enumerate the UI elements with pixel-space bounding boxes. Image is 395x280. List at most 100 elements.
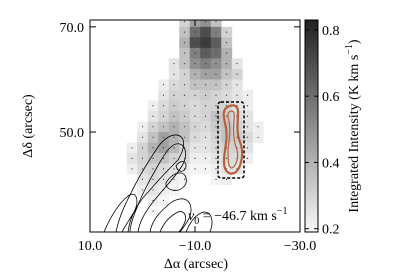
cell-dot	[194, 73, 196, 75]
y-tick-label: 70.0	[60, 21, 85, 36]
colorbar	[304, 19, 319, 233]
colorbar-label: Integrated Intensity (K km s−1)	[344, 39, 362, 213]
cell-dot	[215, 73, 217, 75]
cell-dot	[152, 115, 154, 117]
cell-dot	[246, 115, 249, 117]
cell-dot	[141, 178, 144, 180]
cell-dot	[173, 94, 175, 96]
colorbar-label-tail: )	[347, 39, 362, 44]
colorbar-label-superscript: −1	[344, 44, 355, 55]
cell-dot	[152, 126, 154, 128]
cell-dot	[141, 168, 144, 170]
cell-dot	[131, 147, 133, 149]
cell-dot	[162, 157, 165, 159]
cell-dot	[215, 115, 217, 117]
cell-dot	[194, 52, 196, 54]
cell-dot	[225, 73, 228, 75]
cell-dot	[204, 126, 207, 128]
cell-dot	[236, 63, 238, 65]
x-tick-label: −10.0	[179, 239, 211, 254]
cell-dot	[215, 136, 217, 138]
cell-dot	[194, 94, 196, 96]
cell-dot	[246, 126, 249, 128]
cell-dot	[215, 42, 217, 44]
cell-dot	[162, 147, 165, 149]
cell-dot	[194, 157, 196, 159]
cell-dot	[131, 157, 133, 159]
cell-dot	[131, 168, 133, 170]
cell-dot	[194, 84, 196, 86]
cell-dot	[194, 63, 196, 65]
cell-dot	[162, 136, 165, 138]
cell-dot	[152, 147, 154, 149]
cell-dot	[141, 157, 144, 159]
cell-dot	[173, 105, 175, 107]
cell-dot	[162, 168, 165, 170]
cell-dot	[173, 115, 175, 117]
cell-dot	[215, 168, 217, 170]
annotation-text: = −46.7 km s	[199, 209, 277, 224]
cell-dot	[215, 126, 217, 128]
cell-dot	[225, 63, 228, 65]
heatmap-cell	[179, 20, 191, 28]
cell-dot	[204, 94, 207, 96]
cell-dot	[183, 178, 186, 180]
cell-dot	[183, 94, 186, 96]
cell-dot	[152, 210, 154, 212]
heatmap	[126, 20, 264, 217]
cell-dot	[204, 42, 207, 44]
cell-dot	[173, 178, 175, 180]
x-tick-label: 10.0	[78, 239, 103, 254]
cell-dot	[246, 136, 249, 138]
cell-dot	[225, 42, 228, 44]
cell-dot	[204, 84, 207, 86]
cell-dot	[162, 178, 165, 180]
cell-dot	[246, 157, 249, 159]
cell-dot	[204, 168, 207, 170]
cell-dot	[236, 94, 238, 96]
y-tick-label: 50.0	[60, 126, 85, 141]
cell-dot	[141, 136, 144, 138]
cell-dot	[152, 178, 154, 180]
cell-dot	[215, 63, 217, 65]
cell-dot	[204, 136, 207, 138]
cell-dot	[194, 168, 196, 170]
cell-dot	[204, 73, 207, 75]
cell-dot	[183, 42, 186, 44]
cell-dot	[257, 126, 259, 128]
cell-dot	[215, 105, 217, 107]
cell-dot	[194, 105, 196, 107]
annotation-subscript: 0	[194, 216, 199, 227]
colorbar-tick-label: 0.8	[322, 24, 340, 39]
cell-dot	[204, 115, 207, 117]
cell-dot	[162, 199, 165, 202]
cell-dot	[225, 115, 228, 117]
contours	[103, 101, 245, 232]
cell-dot	[173, 84, 175, 86]
colorbar-tick-label: 0.4	[322, 156, 340, 171]
cell-dot	[204, 20, 207, 23]
colorbar-label-text: Integrated Intensity (K km s	[347, 55, 362, 213]
x-tick-label: −30.0	[284, 239, 316, 254]
cell-dot	[162, 94, 165, 96]
cell-dot	[183, 115, 186, 117]
cell-dot	[236, 136, 238, 138]
cell-dot	[162, 105, 165, 107]
annotation-superscript: −1	[277, 206, 288, 217]
cell-dot	[152, 189, 154, 191]
cell-dot	[204, 31, 207, 33]
cell-dot	[183, 63, 186, 65]
cell-dot	[215, 178, 217, 180]
cell-dot	[183, 105, 186, 107]
cell-dot	[204, 105, 207, 107]
cell-dot	[183, 168, 186, 170]
cell-dot	[257, 136, 259, 138]
cell-dot	[173, 136, 175, 138]
cell-dot	[225, 94, 228, 96]
cell-dot	[173, 73, 175, 75]
cell-dot	[225, 31, 228, 33]
cell-dot	[173, 168, 175, 170]
cell-dot	[141, 126, 144, 128]
cell-dot	[225, 178, 228, 180]
